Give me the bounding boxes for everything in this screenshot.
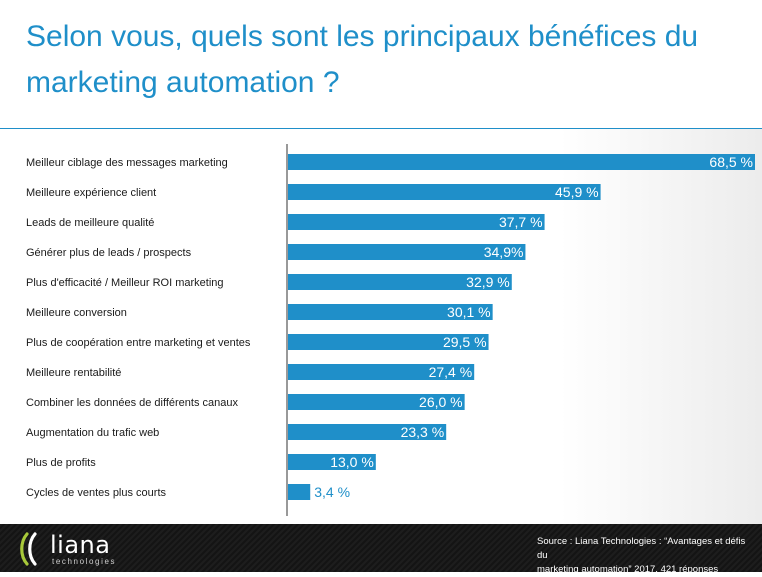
bar-value-label: 23,3 % [401,424,445,440]
bar [288,154,755,170]
logo-subtitle: technologies [52,556,117,566]
bar-value-label: 37,7 % [499,214,543,230]
bar [288,274,512,290]
category-label: Leads de meilleure qualité [26,217,154,229]
bar [288,244,526,260]
source-line-2: marketing automation” 2017, 421 réponses [537,564,719,575]
bar-value-label: 30,1 % [447,304,491,320]
category-label: Meilleure rentabilité [26,367,121,379]
bar [288,454,376,470]
category-label: Générer plus de leads / prospects [26,247,192,259]
bar-value-label: 34,9% [484,244,524,260]
bar [288,394,465,410]
bar-value-label: 3,4 % [314,484,350,500]
category-label: Combiner les données de différents canau… [26,397,238,409]
bar-value-label: 26,0 % [419,394,463,410]
bar-value-label: 32,9 % [466,274,510,290]
category-label: Plus d'efficacité / Meilleur ROI marketi… [26,277,224,289]
bar-chart: Meilleur ciblage des messages marketing 6… [26,144,755,516]
bar-value-label: 27,4 % [429,364,473,380]
logo-name: liana [50,530,111,559]
bar [288,424,447,440]
category-label: Plus de coopération entre marketing et v… [26,337,251,349]
liana-logo-icon [20,532,37,566]
chart-title: Selon vous, quels sont les principaux bé… [26,20,699,99]
bar-value-label: 68,5 % [709,154,753,170]
title-divider [0,128,762,129]
category-label: Cycles de ventes plus courts [26,487,167,499]
category-label: Meilleur ciblage des messages marketing [26,157,228,169]
liana-logo: liana technologies [18,532,116,566]
footer: liana technologies Source : Liana Techno… [0,524,762,575]
bar-value-label: 29,5 % [443,334,487,350]
bar [288,214,545,230]
source-line-1: Source : Liana Technologies : “Avantages… [537,536,746,561]
bar-value-label: 13,0 % [330,454,374,470]
bar-value-label: 45,9 % [555,184,599,200]
category-label: Meilleure conversion [26,307,127,319]
bar [288,304,493,320]
bar [288,184,601,200]
bar [288,334,489,350]
source-note: Source : Liana Technologies : “Avantages… [537,535,757,577]
category-label: Augmentation du trafic web [26,427,159,439]
bar [288,364,475,380]
bar [288,484,311,500]
category-label: Plus de profits [26,457,96,469]
category-label: Meilleure expérience client [26,187,156,199]
